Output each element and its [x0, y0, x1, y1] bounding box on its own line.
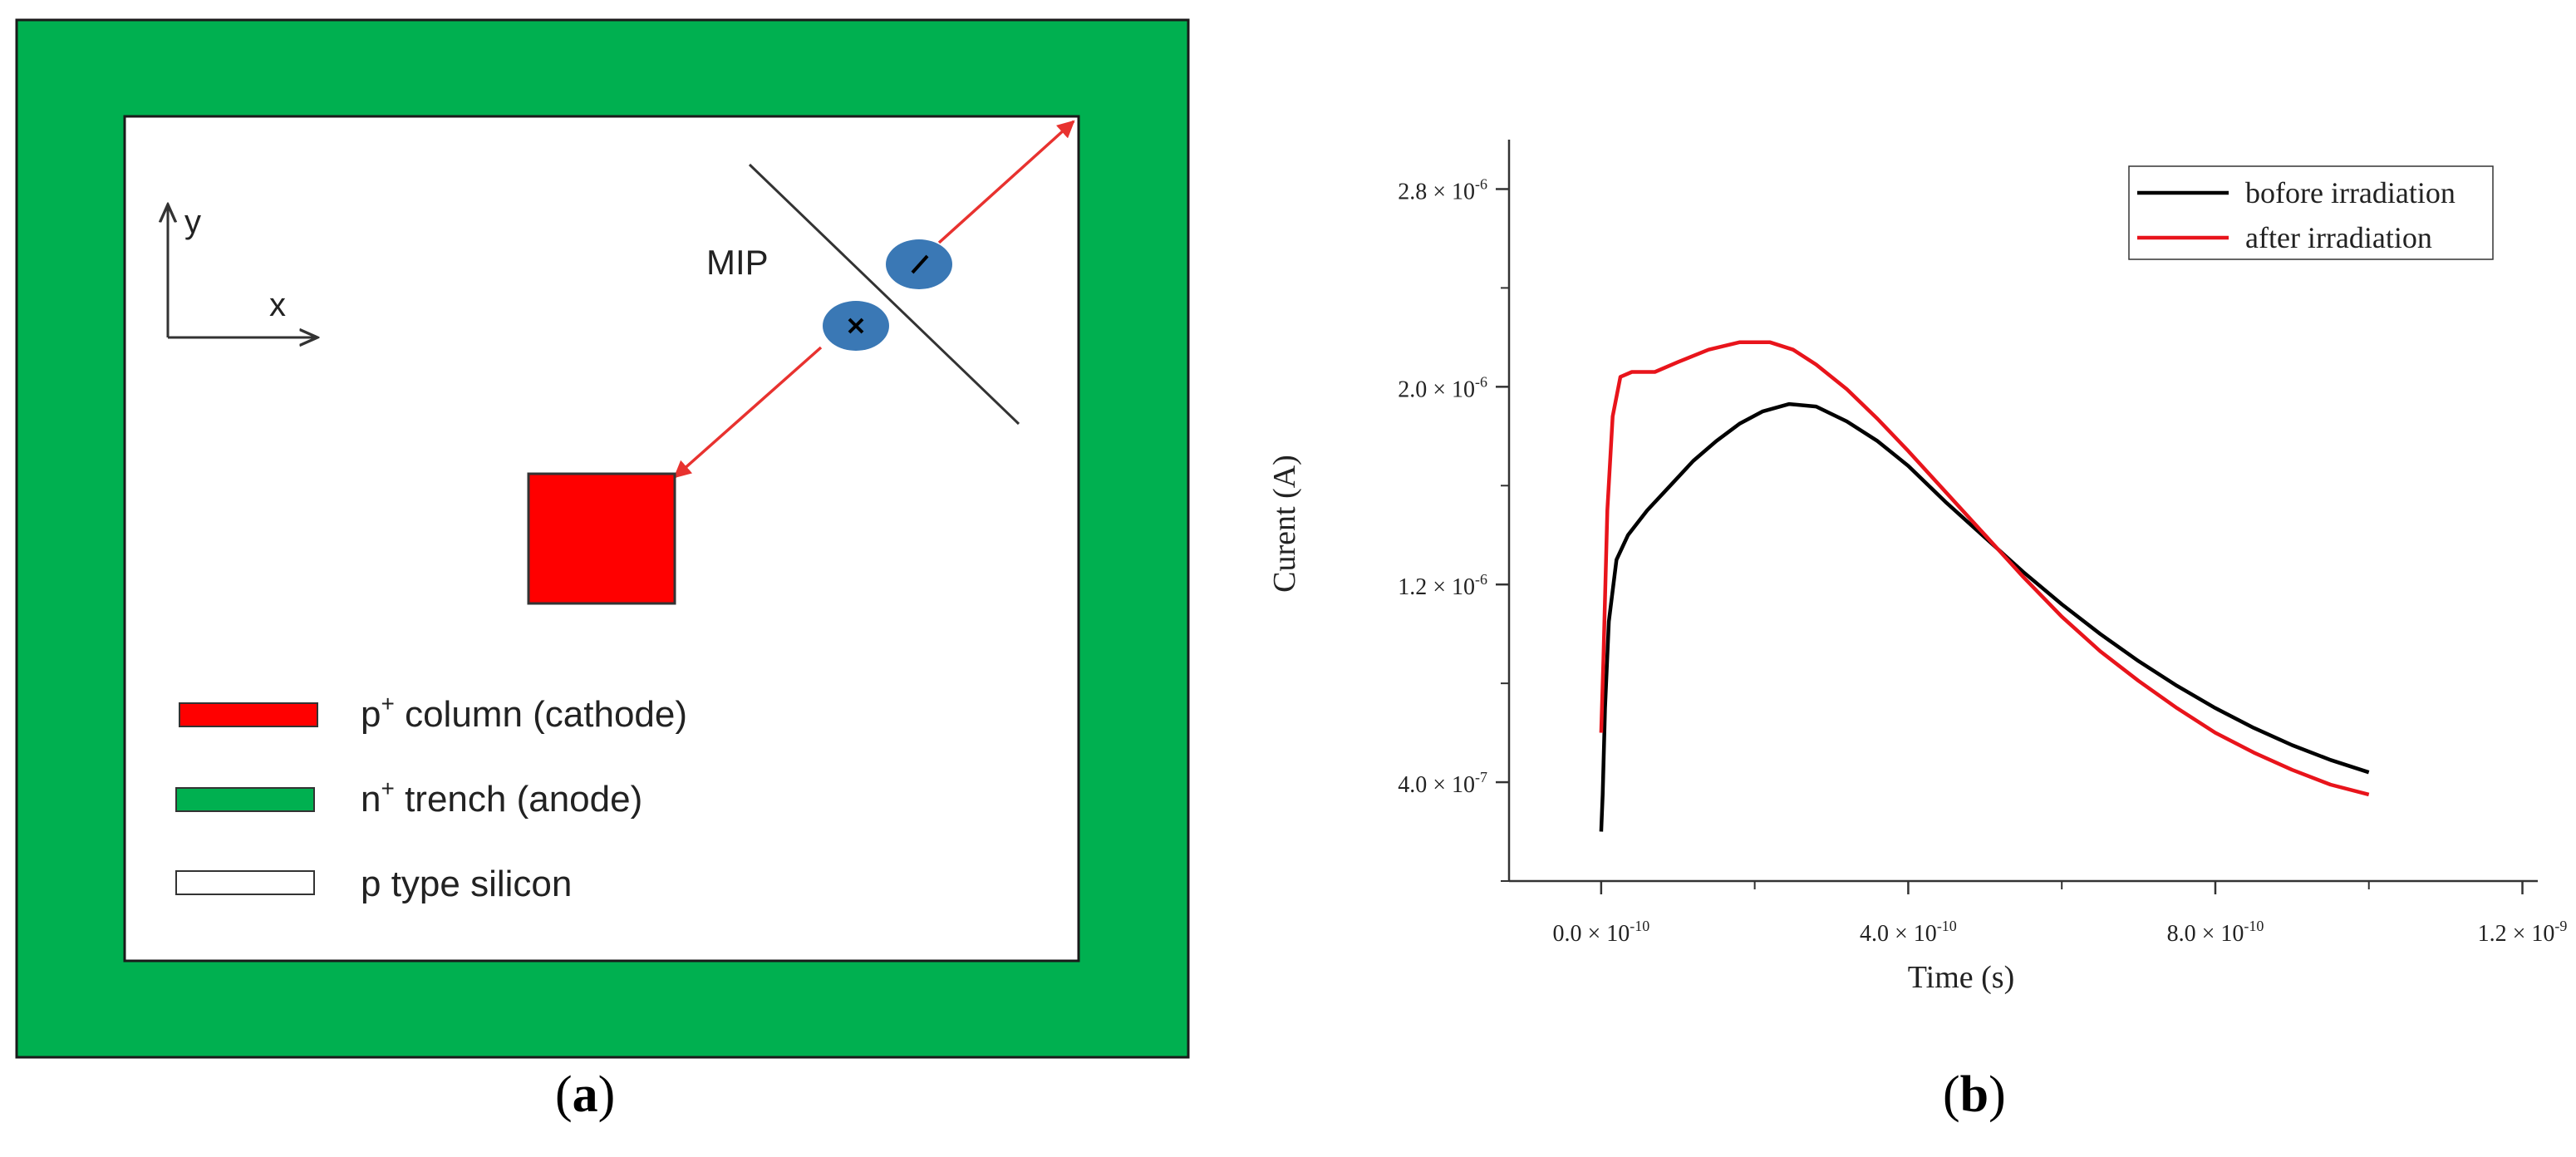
x-axis-title: Time (s)	[1908, 960, 2014, 995]
series-lines	[1599, 340, 2370, 832]
hole-carrier	[886, 239, 952, 289]
y-tick-label: 1.2 × 10-6	[1398, 571, 1487, 600]
caption-b: (b)	[1943, 1066, 2006, 1123]
panel-a: y x MIP p+ column (cathode) n+ trench (a…	[0, 0, 1197, 1081]
x-tick-label: 4.0 × 10-10	[1860, 918, 1957, 947]
series-line	[1599, 340, 2370, 797]
legend-label-cathode: p+ column (cathode)	[361, 691, 687, 735]
legend-label: bofore irradiation	[2245, 176, 2456, 209]
x-tick-label: 1.2 × 10-9	[2478, 918, 2568, 947]
legend-box	[2128, 165, 2494, 260]
x-tick-label: 0.0 × 10-10	[1552, 918, 1649, 947]
legend-label-trench: n+ trench (anode)	[361, 775, 642, 820]
axis-ticks: 4.0 × 10-7 1.2 × 10-6 2.0 × 10-6 2.8 × 10-6…	[1398, 175, 2567, 947]
electron-carrier	[823, 301, 889, 351]
legend-swatch-silicon	[175, 870, 315, 895]
chart-legend: bofore irradiation after irradiation	[2128, 165, 2494, 260]
y-axis-title: Curent (A)	[1267, 455, 1302, 593]
y-tick-label: 2.8 × 10-6	[1398, 175, 1487, 204]
x-axis-label: x	[269, 287, 286, 323]
electron-drift-arrow	[673, 346, 823, 479]
legend: p+ column (cathode) n+ trench (anode) p …	[175, 691, 687, 904]
current-chart: 4.0 × 10-7 1.2 × 10-6 2.0 × 10-6 2.8 × 10-6…	[1267, 140, 2567, 995]
legend-swatch-cathode	[179, 702, 318, 727]
plot-frame	[1507, 140, 2538, 883]
p-column-cathode	[527, 472, 676, 605]
caption-a: (a)	[555, 1066, 616, 1123]
hole-drift-arrow	[937, 120, 1075, 244]
x-tick-label: 8.0 × 10-10	[2167, 918, 2264, 947]
y-tick-label: 2.0 × 10-6	[1398, 373, 1487, 402]
y-axis-label: y	[184, 204, 201, 240]
pixel-schematic: y x MIP p+ column (cathode) n+ trench (a…	[15, 18, 1190, 1059]
legend-label: after irradiation	[2245, 221, 2432, 254]
panel-b: 4.0 × 10-7 1.2 × 10-6 2.0 × 10-6 2.8 × 10-6…	[1213, 0, 2576, 1081]
legend-label-silicon: p type silicon	[361, 864, 572, 904]
mip-track	[748, 163, 1020, 426]
series-line	[1599, 401, 2370, 832]
legend-swatch-trench	[175, 787, 315, 812]
mip-label: MIP	[706, 243, 769, 282]
y-tick-label: 4.0 × 10-7	[1398, 769, 1487, 798]
